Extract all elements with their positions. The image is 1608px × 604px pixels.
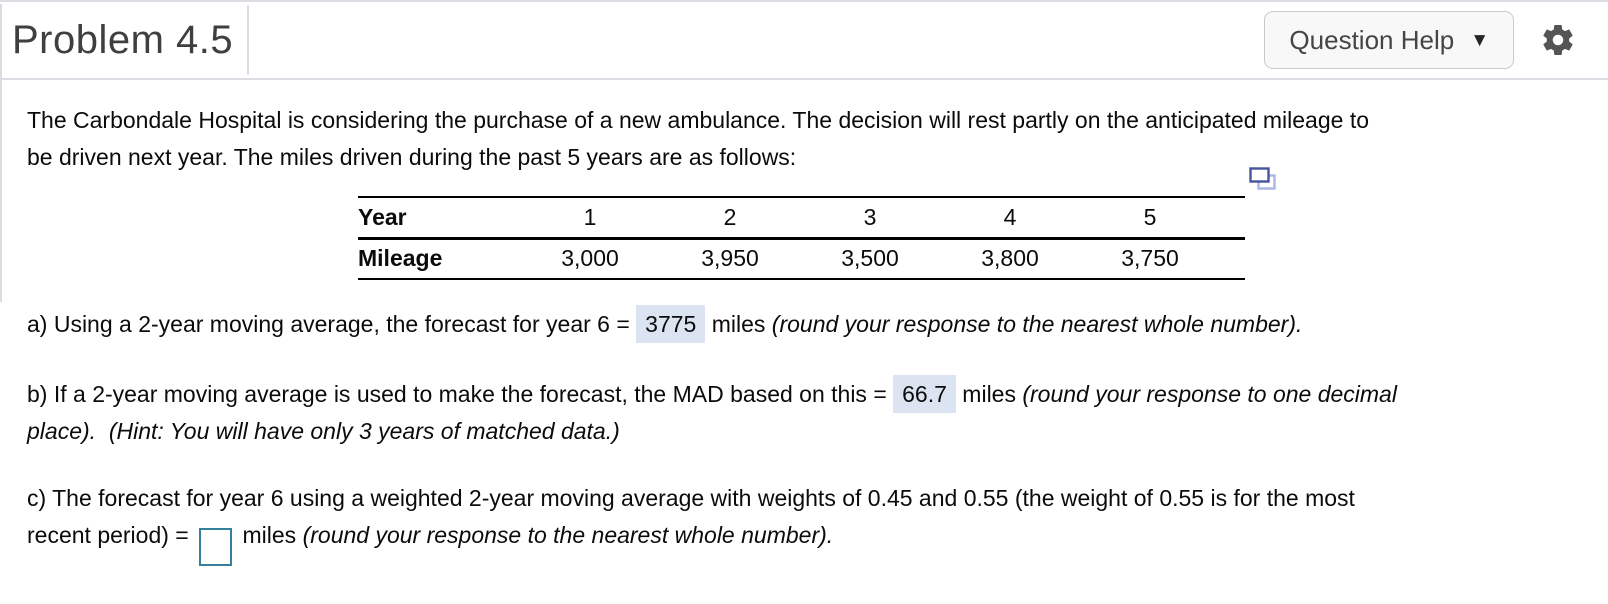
text-segment: c) The forecast for year 6 using a weigh…: [27, 485, 1355, 511]
title-divider: [247, 5, 250, 75]
table-cell: 1: [583, 203, 597, 230]
text-segment: recent period) =: [27, 522, 196, 548]
part-c-answer-input[interactable]: [199, 527, 233, 566]
text-line: c) The forecast for year 6 using a weigh…: [27, 480, 1548, 517]
table-cell: 3,000: [561, 245, 619, 272]
problem-statement: The Carbondale Hospital is considering t…: [27, 102, 1548, 176]
text-line: be driven next year. The miles driven du…: [27, 139, 1548, 176]
table-row-label: Year: [358, 203, 407, 230]
text-line: recent period) = miles (round your respo…: [27, 517, 1548, 566]
question-help-button[interactable]: Question Help ▼: [1264, 11, 1514, 69]
text-line: place). (Hint: You will have only 3 year…: [27, 413, 1548, 450]
text-segment: (round your response to the nearest whol…: [771, 311, 1303, 337]
year-row: Year 1 2 3 4 5: [358, 197, 1245, 238]
table-cell: 3,750: [1121, 245, 1179, 272]
question-part-a: a) Using a 2-year moving average, the fo…: [27, 305, 1548, 343]
table-filler-cell: [1220, 197, 1245, 238]
table-toolbar: [358, 166, 1276, 196]
text-segment: (round your response to the nearest whol…: [302, 522, 834, 548]
chevron-down-icon: ▼: [1470, 29, 1489, 51]
copy-icon[interactable]: [1248, 166, 1278, 194]
panel-left-border: [0, 4, 2, 302]
table-row-label: Mileage: [358, 245, 443, 272]
part-a-answer-value[interactable]: 3775: [636, 305, 706, 343]
problem-header: Problem 4.5 Question Help ▼: [0, 2, 1608, 80]
text-segment: miles: [955, 381, 1023, 407]
text-segment: a) Using a 2-year moving average, the fo…: [27, 311, 637, 337]
problem-content: The Carbondale Hospital is considering t…: [0, 80, 1608, 566]
text-segment: (round your response to one decimal: [1022, 381, 1397, 407]
table-cell: 3: [863, 203, 877, 230]
question-help-label: Question Help: [1289, 24, 1455, 55]
question-part-c: c) The forecast for year 6 using a weigh…: [27, 480, 1548, 566]
table-filler-cell: [1220, 238, 1245, 279]
table-cell: 3,800: [981, 245, 1039, 272]
text-segment: miles: [705, 311, 772, 337]
table-cell: 3,950: [701, 245, 759, 272]
text-segment: The Carbondale Hospital is considering t…: [27, 107, 1370, 133]
question-part-b: b) If a 2-year moving average is used to…: [27, 375, 1548, 450]
text-segment: be driven next year. The miles driven du…: [27, 144, 797, 170]
part-b-answer-value[interactable]: 66.7: [893, 375, 956, 413]
text-segment: miles: [236, 522, 303, 548]
text-segment: place). (Hint: You will have only 3 year…: [27, 418, 620, 444]
table-cell: 4: [1003, 203, 1017, 230]
text-segment: b) If a 2-year moving average is used to…: [27, 381, 894, 407]
problem-title: Problem 4.5: [12, 17, 234, 62]
text-line: b) If a 2-year moving average is used to…: [27, 375, 1548, 413]
text-line: a) Using a 2-year moving average, the fo…: [27, 305, 1548, 343]
table-cell: 2: [723, 203, 737, 230]
mileage-row: Mileage 3,000 3,950 3,500 3,800 3,750: [358, 238, 1245, 279]
table-cell: 3,500: [841, 245, 899, 272]
settings-gear-icon[interactable]: [1540, 22, 1576, 58]
mileage-table: Year 1 2 3 4 5 Mileage 3,000 3,950 3,500 3,800 3,7…: [358, 196, 1245, 280]
text-line: The Carbondale Hospital is considering t…: [27, 102, 1548, 139]
data-table-area: Year 1 2 3 4 5 Mileage 3,000 3,950 3,500 3,800 3,7…: [358, 166, 1276, 280]
table-cell: 5: [1143, 203, 1157, 230]
